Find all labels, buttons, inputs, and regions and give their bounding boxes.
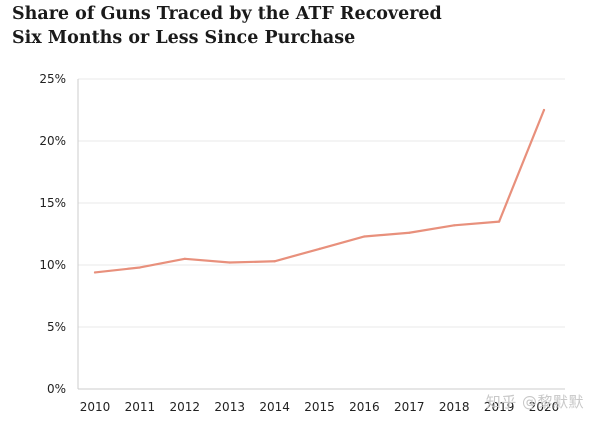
data-point [228,261,231,264]
x-tick-label: 2016 [349,400,380,414]
x-tick-label: 2018 [439,400,470,414]
y-tick-label: 0% [47,382,66,396]
data-point [498,220,501,223]
x-tick-labels: 2010 2011 2012 2013 2014 2015 2016 2017 2018 2019… [80,400,560,414]
series-layer [93,108,546,274]
data-point [363,235,366,238]
data-point [318,247,321,250]
x-tick-label: 2014 [259,400,290,414]
chart-title: Share of Guns Traced by the ATF Recovere… [12,2,442,50]
y-tick-label: 5% [47,320,66,334]
x-tick-label: 2015 [304,400,335,414]
chart-title-line1: Share of Guns Traced by the ATF Recovere… [12,4,442,24]
x-tick-label: 2017 [394,400,425,414]
watermark: 知乎 @黎默默 [485,393,584,411]
x-tick-label: 2010 [80,400,111,414]
chart-title-line2: Six Months or Less Since Purchase [12,28,356,48]
y-tick-label: 15% [39,196,66,210]
data-point [273,260,276,263]
x-tick-label: 2012 [170,400,201,414]
axes [77,79,565,390]
x-tick-label: 2013 [214,400,245,414]
data-point [183,257,186,260]
gridlines [78,78,565,328]
x-tick-label: 2019 [484,400,515,414]
data-point [453,224,456,227]
y-tick-label: 10% [39,258,66,272]
x-tick-label: 2011 [125,400,156,414]
data-point [93,271,97,274]
data-point [408,231,411,234]
data-point [542,108,546,112]
y-tick-label: 20% [39,134,66,148]
y-tick-labels: 0% 5% 10% 15% 20% 25% [39,72,66,396]
x-tick-label: 2020 [529,400,560,414]
y-tick-label: 25% [39,72,66,86]
data-point [138,266,141,269]
